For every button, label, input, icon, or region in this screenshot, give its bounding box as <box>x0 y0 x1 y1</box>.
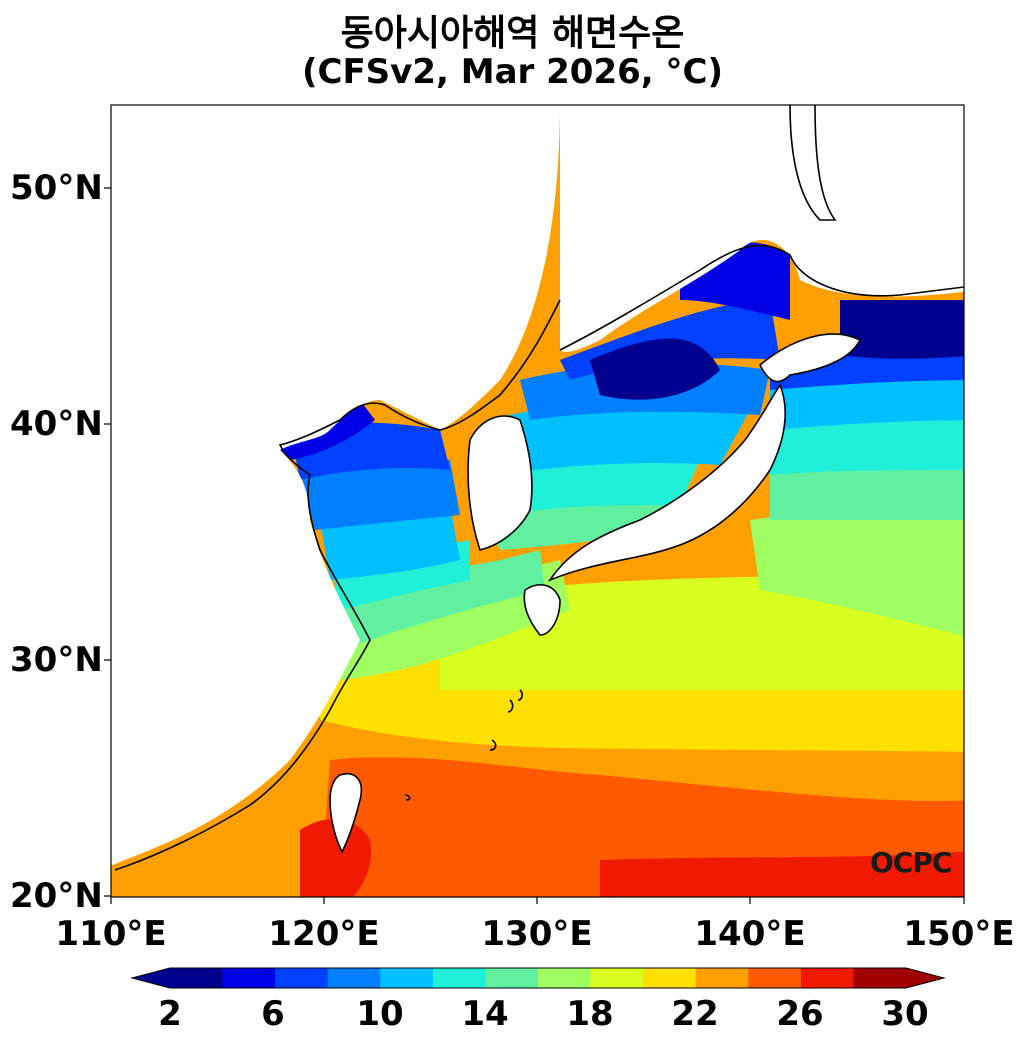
lat-label-30n: 30°N <box>10 640 103 680</box>
colorbar-tick-22: 22 <box>671 994 719 1034</box>
colorbar-outline <box>130 967 946 989</box>
colorbar-swatch-2 <box>170 968 224 988</box>
japan-hokkaido <box>760 334 860 382</box>
colorbar-tick-14: 14 <box>461 994 509 1034</box>
colorbar-swatch-24 <box>748 968 802 988</box>
colorbar-tick-18: 18 <box>566 994 614 1034</box>
map-title: 동아시아해역 해면수온 <box>340 13 685 54</box>
colorbar-swatch-6 <box>275 968 329 988</box>
coastlines <box>114 105 964 871</box>
colorbar-swatch-18 <box>590 968 644 988</box>
colorbar-swatch-8 <box>327 968 381 988</box>
sst-band-28 <box>300 819 371 897</box>
sst-band-sj-14 <box>490 458 700 515</box>
sst-band-ecs-10 <box>300 458 460 530</box>
colorbar-swatch-22 <box>695 968 749 988</box>
colorbar-swatch-14 <box>485 968 539 988</box>
sst-band-ecs-16 <box>340 550 545 650</box>
lon-label-120e: 120°E <box>268 914 380 954</box>
colorbar <box>130 967 946 989</box>
lon-label-140e: 140°E <box>694 914 806 954</box>
sst-band-4 <box>840 300 964 359</box>
china-land <box>111 105 560 866</box>
ocpc-watermark: OCPC <box>870 846 952 879</box>
colorbar-tick-10: 10 <box>356 994 404 1034</box>
sst-band-27 <box>600 851 964 897</box>
sakhalin <box>790 105 835 220</box>
colorbar-swatch-26 <box>800 968 854 988</box>
sst-band-sj-12 <box>490 403 750 475</box>
colorbar-tick-2: 2 <box>158 994 182 1034</box>
colorbar-swatch-28 <box>853 968 907 988</box>
colorbar-swatch-12 <box>432 968 486 988</box>
russia-land <box>560 105 964 352</box>
japan-kyushu <box>524 584 560 635</box>
map-subtitle: (CFSv2, Mar 2026, °C) <box>301 52 724 92</box>
colorbar-under-arrow <box>132 968 170 988</box>
lat-label-20n: 20°N <box>10 876 103 916</box>
colorbar-tick-30: 30 <box>881 994 929 1034</box>
japan-honshu <box>550 385 786 580</box>
korea-land <box>468 416 532 550</box>
colorbar-swatch-10 <box>380 968 434 988</box>
lon-label-130e: 130°E <box>481 914 593 954</box>
lat-label-50n: 50°N <box>10 168 103 208</box>
lon-label-110e: 110°E <box>55 914 167 954</box>
colorbar-swatch-16 <box>538 968 592 988</box>
lon-label-150e: 150°E <box>903 914 1015 954</box>
taiwan-land <box>330 773 362 852</box>
colorbar-tick-26: 26 <box>776 994 824 1034</box>
axis-ticks <box>104 187 965 904</box>
sst-band-sj-2 <box>590 338 720 400</box>
lat-label-40n: 40°N <box>10 404 103 444</box>
colorbar-swatch-20 <box>643 968 697 988</box>
colorbar-swatch-4 <box>222 968 276 988</box>
colorbar-over-arrow <box>906 968 944 988</box>
sst-field <box>111 105 964 897</box>
sst-band-18 <box>750 501 964 637</box>
colorbar-tick-6: 6 <box>261 994 285 1034</box>
